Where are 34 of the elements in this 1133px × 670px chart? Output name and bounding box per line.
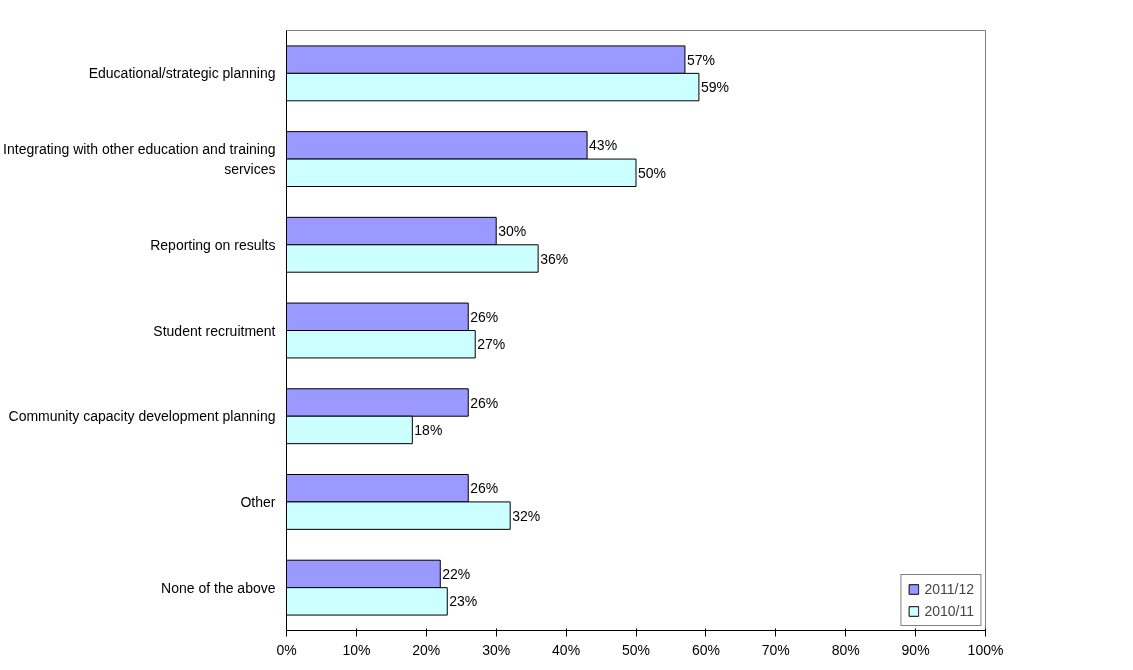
data-label: 22% (442, 565, 471, 582)
legend-label: 2010/11 (924, 603, 974, 619)
data-label: 57% (686, 51, 715, 68)
x-tick-label: 0% (276, 641, 297, 658)
y-tick-label: Community capacity development planning (8, 408, 276, 425)
data-label: 26% (470, 480, 499, 497)
x-tick-label: 20% (412, 641, 441, 658)
x-tick-label: 10% (342, 641, 371, 658)
data-label: 23% (449, 593, 478, 610)
data-label: 18% (414, 421, 443, 438)
data-label: 30% (498, 223, 527, 240)
x-tick-label: 70% (761, 641, 790, 658)
x-tick-label: 60% (691, 641, 720, 658)
data-label: 50% (638, 164, 667, 181)
y-tick-label: None of the above (161, 579, 276, 596)
data-label: 26% (470, 394, 499, 411)
data-label: 43% (589, 137, 618, 154)
y-tick-label: Student recruitment (153, 322, 276, 339)
x-tick-label: 50% (621, 641, 651, 658)
x-tick-label: 100% (967, 641, 1004, 658)
x-tick-label: 80% (831, 641, 860, 658)
x-tick-label: 30% (482, 641, 511, 658)
legend-label: 2011/12 (924, 581, 974, 597)
x-tick-label: 90% (901, 641, 930, 658)
y-tick-label: Educational/strategic planning (88, 65, 276, 82)
data-label: 26% (470, 308, 499, 325)
data-label: 36% (540, 250, 569, 267)
y-tick-label: Integrating with other education and training services (3, 141, 276, 177)
y-tick-label: Reporting on results (150, 236, 276, 253)
data-label: 32% (512, 507, 541, 524)
y-tick-label: Other (240, 493, 276, 510)
data-label: 27% (477, 336, 506, 353)
x-tick-label: 40% (552, 641, 581, 658)
data-label: 59% (700, 79, 729, 96)
